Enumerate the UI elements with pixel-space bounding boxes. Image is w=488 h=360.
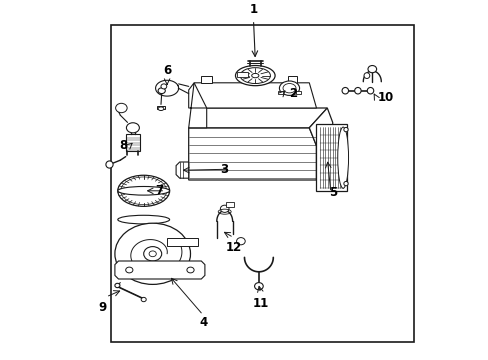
Text: 7: 7 bbox=[155, 184, 163, 197]
Polygon shape bbox=[295, 91, 301, 94]
Ellipse shape bbox=[240, 68, 270, 84]
Ellipse shape bbox=[126, 123, 139, 133]
Ellipse shape bbox=[143, 247, 162, 261]
Ellipse shape bbox=[366, 87, 373, 94]
Ellipse shape bbox=[337, 127, 348, 188]
Ellipse shape bbox=[343, 127, 347, 132]
Polygon shape bbox=[201, 76, 212, 83]
Ellipse shape bbox=[235, 66, 275, 86]
Ellipse shape bbox=[186, 267, 194, 273]
Ellipse shape bbox=[161, 84, 166, 89]
Ellipse shape bbox=[115, 223, 190, 284]
Polygon shape bbox=[115, 261, 204, 279]
Ellipse shape bbox=[125, 267, 133, 273]
Ellipse shape bbox=[121, 177, 166, 204]
Text: 9: 9 bbox=[98, 301, 106, 314]
Polygon shape bbox=[188, 83, 206, 128]
Polygon shape bbox=[277, 91, 283, 94]
Ellipse shape bbox=[220, 205, 228, 212]
Ellipse shape bbox=[343, 181, 347, 186]
Ellipse shape bbox=[236, 238, 244, 245]
Text: 4: 4 bbox=[199, 316, 207, 329]
Ellipse shape bbox=[118, 175, 169, 206]
Ellipse shape bbox=[279, 81, 299, 95]
Polygon shape bbox=[157, 106, 164, 109]
Text: 12: 12 bbox=[225, 241, 242, 254]
Polygon shape bbox=[167, 238, 197, 246]
Bar bbox=[111, 25, 413, 342]
Polygon shape bbox=[194, 83, 316, 108]
Polygon shape bbox=[237, 72, 247, 77]
Ellipse shape bbox=[115, 103, 127, 113]
Ellipse shape bbox=[141, 297, 146, 302]
Polygon shape bbox=[247, 76, 257, 83]
Ellipse shape bbox=[106, 161, 113, 168]
Polygon shape bbox=[309, 108, 332, 180]
Text: 2: 2 bbox=[289, 87, 297, 100]
Text: 11: 11 bbox=[252, 297, 268, 310]
Ellipse shape bbox=[342, 87, 348, 94]
Text: 3: 3 bbox=[220, 163, 228, 176]
Ellipse shape bbox=[158, 88, 165, 94]
Bar bbox=[125, 134, 140, 151]
Text: 8: 8 bbox=[119, 139, 127, 152]
Ellipse shape bbox=[118, 215, 169, 224]
Ellipse shape bbox=[115, 283, 120, 288]
Text: 1: 1 bbox=[249, 3, 257, 16]
Polygon shape bbox=[176, 162, 188, 178]
Polygon shape bbox=[287, 76, 296, 83]
Polygon shape bbox=[188, 108, 326, 128]
Ellipse shape bbox=[254, 283, 263, 290]
Ellipse shape bbox=[158, 107, 163, 111]
Text: 5: 5 bbox=[328, 186, 337, 199]
Bar bbox=[316, 124, 346, 191]
Polygon shape bbox=[188, 128, 316, 180]
Ellipse shape bbox=[283, 84, 295, 93]
Ellipse shape bbox=[363, 73, 369, 78]
Ellipse shape bbox=[354, 87, 361, 94]
Text: 6: 6 bbox=[163, 64, 171, 77]
Ellipse shape bbox=[251, 73, 258, 78]
Ellipse shape bbox=[118, 186, 169, 195]
Text: 10: 10 bbox=[377, 91, 393, 104]
Ellipse shape bbox=[367, 66, 376, 73]
Ellipse shape bbox=[149, 251, 156, 257]
Polygon shape bbox=[226, 202, 233, 207]
